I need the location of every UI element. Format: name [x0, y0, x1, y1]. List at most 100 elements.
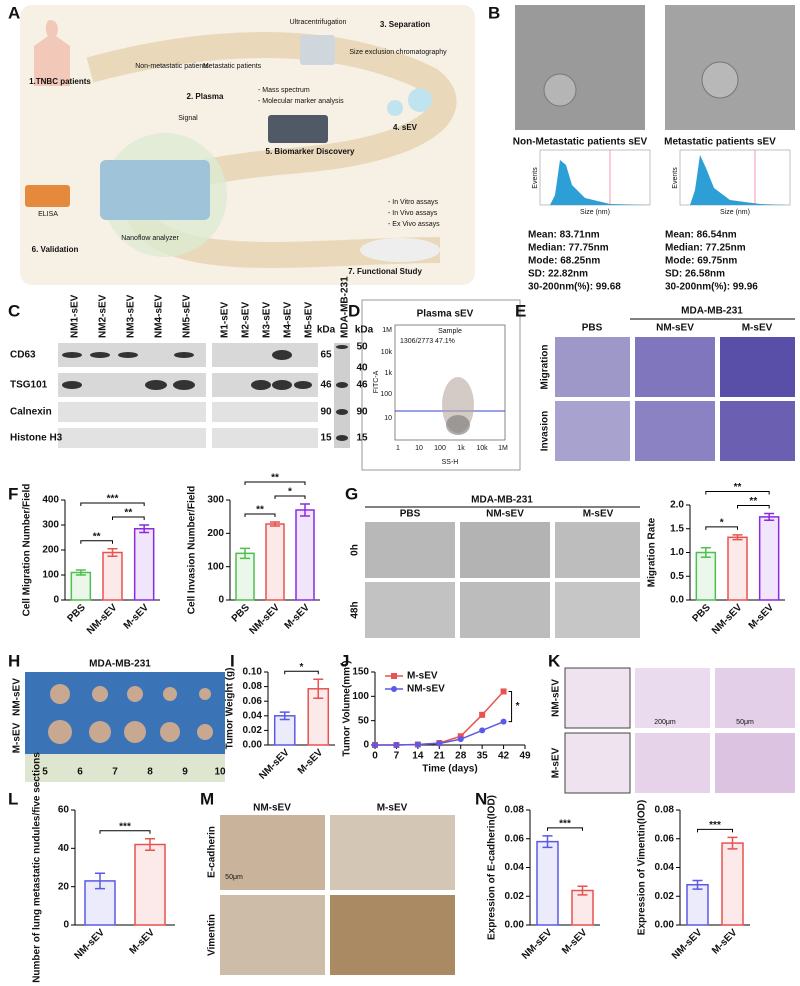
- panel-letter: G: [345, 484, 358, 503]
- wound-image: [365, 522, 455, 578]
- em-stat: SD: 22.82nm: [528, 269, 588, 280]
- y-tick-label: 0.04: [655, 862, 675, 873]
- point: [372, 742, 378, 748]
- panel-letter: C: [8, 301, 20, 320]
- bar: [295, 509, 315, 601]
- bar: [70, 571, 92, 601]
- row-label: NM-sEV: [551, 679, 562, 717]
- note: Metastatic patients: [203, 63, 262, 70]
- header: MDA-MB-231: [681, 306, 743, 317]
- row-label: TSG101: [10, 380, 48, 391]
- lung-image: [564, 667, 631, 729]
- lane-label: NM4-sEV: [154, 294, 165, 338]
- band: [90, 352, 110, 358]
- significance-label: **: [256, 505, 264, 516]
- significance-bracket: [244, 513, 276, 517]
- ruler-label: 5: [42, 767, 48, 778]
- significance-label: *: [288, 487, 292, 498]
- step-label: 6. Validation: [32, 245, 79, 254]
- error-bar: [240, 547, 250, 560]
- ruler-label: 6: [77, 767, 83, 778]
- axis-label: Size (nm): [720, 209, 750, 216]
- bar: [695, 551, 717, 601]
- point: [500, 718, 507, 725]
- panel-letter: K: [548, 651, 561, 670]
- y-tick-label: 300: [42, 520, 59, 531]
- transwell-image: [720, 401, 795, 461]
- panel-letter: J: [340, 651, 349, 670]
- wound-image: [460, 522, 550, 578]
- events-cloud: [446, 415, 470, 435]
- point: [479, 727, 486, 734]
- error-bar: [300, 503, 310, 517]
- bar: [758, 516, 780, 601]
- blot: [334, 343, 350, 448]
- analyzer: [100, 160, 210, 220]
- x-tick-label: NM-sEV: [710, 602, 745, 637]
- point: [393, 742, 400, 748]
- y-tick-label: 0.08: [243, 681, 263, 692]
- blot: [58, 402, 206, 422]
- lung-image: [715, 733, 795, 793]
- ihc-image: [330, 815, 455, 890]
- error-bar: [727, 836, 738, 850]
- tumor: [199, 688, 211, 700]
- band: [118, 352, 138, 358]
- significance-bracket: [697, 828, 733, 833]
- significance-bracket: [508, 690, 513, 723]
- em-stat: Median: 77.25nm: [665, 243, 746, 254]
- panel-letter: D: [348, 301, 360, 320]
- column-label: PBS: [582, 323, 603, 334]
- y-tick-label: 200: [42, 545, 59, 556]
- band: [336, 382, 348, 388]
- step-label: 5. Biomarker Discovery: [266, 147, 355, 156]
- y-tick-label: 0: [363, 740, 369, 751]
- y-axis-label: Expression of Vimentin(IOD): [637, 800, 648, 935]
- row-label: Histone H3: [10, 433, 63, 444]
- tumor: [48, 720, 72, 744]
- bar: [265, 523, 285, 601]
- significance-bracket: [705, 491, 770, 495]
- significance-bracket: [547, 827, 583, 831]
- significance-bracket: [284, 670, 319, 675]
- significance-label: ***: [119, 821, 131, 832]
- significance-bracket: [737, 505, 770, 509]
- y-axis-label: Cell Invasion Number/Field: [187, 486, 198, 614]
- transwell-image: [720, 337, 795, 397]
- x-tick-label: NM-sEV: [257, 747, 292, 782]
- row-label: E-cadherin: [207, 826, 218, 878]
- error-bar: [732, 534, 743, 541]
- y-tick-label: 0.02: [505, 891, 525, 902]
- y-tick-label: 0.0: [670, 595, 684, 606]
- em-stat: Mean: 83.71nm: [528, 230, 600, 241]
- y-tick-label: 0.10: [243, 667, 263, 678]
- error-bar: [75, 569, 86, 576]
- bar: [133, 528, 155, 601]
- column-label: PBS: [400, 509, 421, 520]
- x-tick-label: NM-sEV: [85, 602, 120, 637]
- y-tick-label: 0.02: [243, 725, 263, 736]
- axis-label: Events: [532, 167, 539, 189]
- y-tick-label: 0.06: [505, 833, 525, 844]
- scale-label: 50μm: [225, 874, 243, 881]
- tumor: [50, 684, 70, 704]
- y-tick-label: 0.04: [243, 710, 263, 721]
- column-label: NM-sEV: [253, 803, 291, 814]
- bar: [571, 889, 594, 926]
- y-tick-label: 0: [53, 595, 59, 606]
- y-tick-label: 1.5: [670, 523, 684, 534]
- transwell-image: [635, 401, 715, 461]
- x-tick-label: PBS: [691, 602, 714, 625]
- unit-label: kDa: [317, 325, 336, 336]
- band: [272, 350, 292, 360]
- y-tick-label: 10k: [381, 349, 393, 356]
- significance-label: **: [93, 531, 101, 542]
- x-tick-label: 100: [434, 445, 446, 452]
- y-tick-label: 2.0: [670, 500, 684, 511]
- column-label: M-sEV: [742, 323, 773, 334]
- y-tick-label: 60: [58, 805, 70, 816]
- y-axis-label: Tumor Weight (g): [225, 668, 236, 750]
- centrifuge: [300, 35, 335, 65]
- significance-bracket: [705, 526, 738, 530]
- band: [336, 345, 348, 349]
